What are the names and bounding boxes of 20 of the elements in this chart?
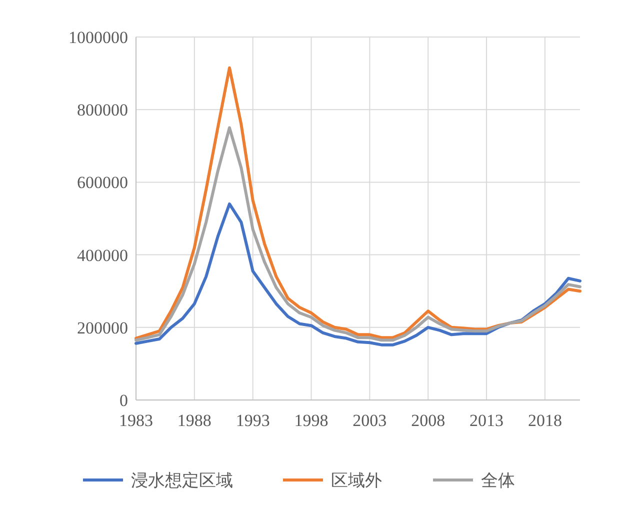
- x-tick-label: 1988: [177, 411, 212, 430]
- y-tick-label: 0: [120, 390, 128, 410]
- x-tick-label: 1993: [236, 411, 270, 430]
- x-tick-label: 1998: [294, 411, 328, 430]
- line-series: [134, 202, 582, 346]
- y-tick-label: 600000: [77, 173, 128, 192]
- legend-label: 区域外: [331, 470, 382, 490]
- x-tick-label: 2003: [352, 411, 387, 430]
- y-tick-label: 200000: [77, 318, 128, 338]
- legend-label: 全体: [481, 470, 515, 490]
- y-tick-label: 800000: [77, 100, 128, 120]
- x-tick-label: 2018: [528, 411, 562, 430]
- x-tick-label: 2008: [411, 411, 446, 430]
- legend-label: 浸水想定区域: [131, 470, 233, 490]
- line-series: [134, 66, 582, 340]
- x-tick-label: 2013: [470, 411, 504, 430]
- line-series: [134, 126, 582, 342]
- y-tick-label: 1000000: [68, 28, 128, 47]
- y-tick-label: 400000: [77, 246, 128, 265]
- x-tick-label: 1983: [119, 411, 153, 430]
